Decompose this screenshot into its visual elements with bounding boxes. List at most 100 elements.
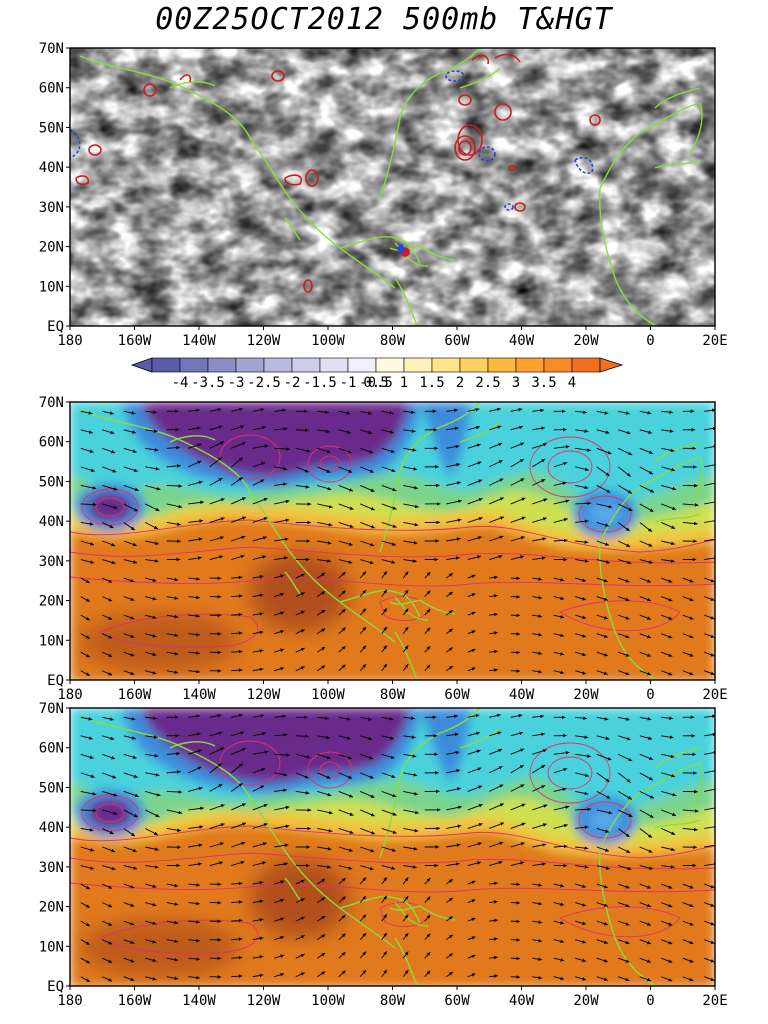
colorbar-label: 4	[568, 375, 576, 391]
wind-arrow	[295, 647, 305, 653]
wind-arrow	[145, 429, 158, 433]
wind-arrow	[231, 497, 246, 505]
wind-arrow	[618, 577, 630, 583]
wind-arrow	[553, 614, 565, 619]
wind-arrow	[338, 645, 346, 653]
wind-arrow	[532, 577, 543, 581]
wind-arrow	[661, 466, 676, 472]
wind-arrow	[317, 628, 326, 635]
wind-arrow	[446, 462, 461, 468]
lon-label: 100W	[311, 333, 345, 349]
wind-arrow	[209, 425, 223, 431]
wind-arrow	[252, 649, 264, 653]
wind-arrow	[80, 865, 95, 870]
wind-arrow	[123, 614, 135, 620]
wind-arrow	[617, 522, 630, 532]
wind-arrow	[338, 664, 346, 672]
wind-arrow	[682, 883, 694, 889]
wind-arrow	[596, 772, 610, 783]
wind-arrow	[661, 790, 677, 797]
wind-arrow	[553, 596, 565, 600]
wind-arrow	[102, 976, 113, 982]
colorbar-label: 3.5	[531, 375, 556, 391]
wind-arrow	[230, 476, 243, 486]
wind-arrow	[445, 916, 454, 922]
wind-arrow	[123, 410, 136, 415]
wind-arrows-1	[80, 407, 715, 677]
wind-arrow	[123, 559, 138, 564]
wind-arrow	[446, 843, 461, 848]
wind-arrow	[596, 735, 610, 740]
colorbar-label: -2.5	[247, 375, 281, 391]
lon-label: 140W	[182, 687, 216, 703]
lon-label: 20W	[573, 993, 599, 1009]
wind-arrow	[661, 577, 673, 583]
wind-arrow	[80, 410, 93, 415]
wind-arrow	[575, 753, 591, 758]
wind-arrow	[381, 663, 388, 672]
wind-arrow	[639, 596, 652, 602]
wind-arrow	[682, 920, 694, 926]
wind-arrow	[274, 843, 289, 848]
wind-arrow	[639, 809, 654, 819]
wind-arrow	[274, 954, 285, 959]
wind-arrow	[252, 823, 268, 829]
wind-arrow	[317, 828, 333, 833]
wind-arrow	[510, 713, 523, 718]
wind-arrow	[596, 902, 608, 907]
wind-arrow	[252, 517, 268, 523]
wind-arrow	[661, 902, 673, 908]
wind-arrow	[532, 714, 544, 719]
wind-arrow	[231, 535, 246, 542]
wind-arrow	[402, 663, 409, 672]
wind-arrow	[102, 920, 113, 926]
wind-arrow	[317, 466, 331, 473]
wind-arrow	[360, 484, 375, 492]
wind-arrow	[532, 614, 543, 618]
colorbar-label: -3.5	[191, 375, 225, 391]
wind-arrow	[166, 445, 181, 450]
wind-arrow	[317, 429, 330, 434]
wind-arrow	[274, 805, 290, 811]
wind-arrow	[231, 860, 245, 866]
wind-arrow	[295, 972, 305, 978]
colorbar-segment	[263, 357, 293, 373]
wind-arrow	[424, 664, 431, 672]
wind-arrow	[532, 804, 548, 811]
wind-arrow	[231, 881, 243, 886]
wind-arrow	[575, 976, 587, 981]
wind-arrow	[188, 519, 204, 523]
wind-arrow	[402, 608, 409, 616]
wind-arrow	[338, 970, 346, 978]
wind-arrow	[446, 426, 459, 431]
wind-arrow	[704, 408, 715, 413]
wind-arrow	[704, 862, 715, 866]
wind-arrow	[317, 447, 331, 454]
wind-arrow	[274, 482, 287, 487]
wind-arrow	[553, 538, 568, 543]
wind-arrow	[188, 443, 202, 449]
wind-arrow	[403, 410, 415, 414]
wind-arrow	[338, 429, 351, 434]
wind-arrow	[102, 484, 118, 491]
wind-arrow	[445, 971, 454, 978]
wind-arrow	[295, 466, 309, 473]
wind-arrow	[596, 791, 611, 799]
wind-arrow	[661, 447, 675, 453]
wind-arrow	[618, 447, 633, 456]
wind-arrow	[166, 577, 179, 582]
lat-label: EQ	[47, 979, 64, 995]
wind-arrow	[80, 957, 91, 964]
wind-arrow	[467, 842, 482, 848]
wind-arrow	[145, 846, 159, 851]
wind-arrow	[467, 536, 482, 542]
wind-arrow	[403, 484, 419, 490]
wind-arrow	[166, 522, 182, 527]
wind-arrow	[317, 503, 333, 509]
wind-arrow	[102, 410, 114, 415]
wind-arrow	[102, 957, 113, 964]
wind-arrow	[317, 934, 326, 941]
wind-arrow	[575, 790, 589, 796]
wind-arrow	[381, 876, 388, 885]
wind-arrow	[80, 735, 93, 740]
